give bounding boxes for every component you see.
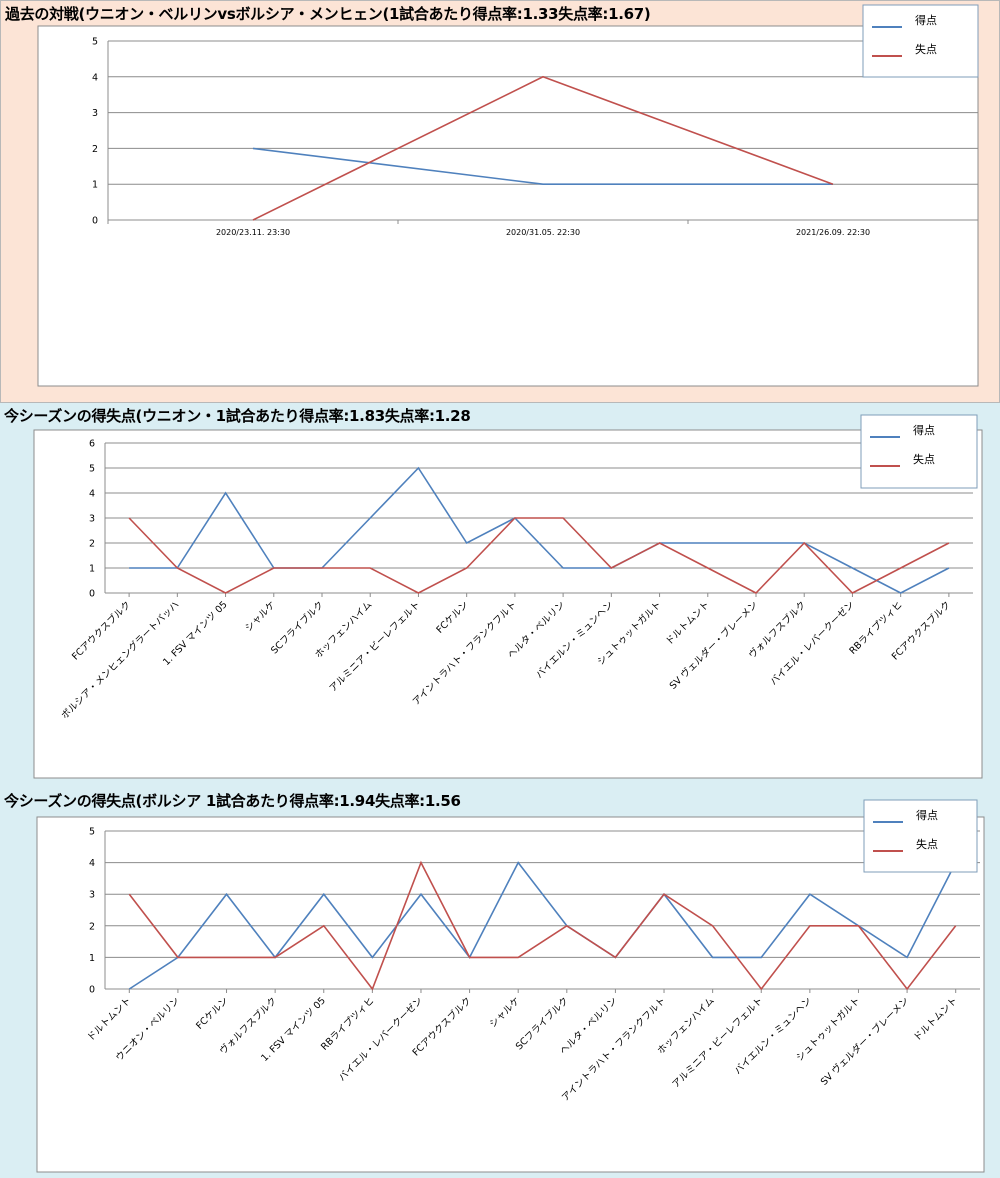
series-line-conceded bbox=[128, 860, 957, 991]
series-line-scored bbox=[129, 466, 950, 594]
legend-box bbox=[863, 799, 978, 873]
y-tick-label: 0 bbox=[89, 985, 95, 996]
x-tick-label: 2020/23.11. 23:30 bbox=[216, 228, 290, 237]
series-line-scored bbox=[128, 861, 957, 990]
legend-scored-label: 得点 bbox=[916, 809, 938, 822]
legend-scored-label: 得点 bbox=[915, 14, 937, 27]
series-line-conceded bbox=[128, 517, 950, 594]
y-tick-label: 3 bbox=[92, 108, 98, 119]
chart-title-gladbach-season: 今シーズンの得失点(ボルシア 1試合あたり得点率:1.94失点率:1.56 bbox=[4, 792, 461, 810]
legend-conceded-label: 失点 bbox=[915, 43, 937, 56]
y-tick-label: 5 bbox=[89, 827, 95, 838]
y-tick-label: 5 bbox=[89, 464, 95, 475]
y-tick-label: 1 bbox=[89, 953, 95, 964]
series-line-conceded bbox=[252, 75, 834, 221]
chart-area bbox=[33, 429, 983, 779]
chart-area bbox=[37, 25, 979, 387]
legend-box bbox=[862, 4, 979, 78]
legend-conceded-label: 失点 bbox=[916, 838, 938, 851]
series-line-scored bbox=[252, 147, 833, 185]
y-tick-label: 0 bbox=[89, 589, 95, 600]
y-tick-label: 1 bbox=[89, 564, 95, 575]
legend-box bbox=[860, 414, 978, 489]
y-tick-label: 5 bbox=[92, 37, 98, 48]
y-tick-label: 6 bbox=[89, 439, 95, 450]
chart-title-union-season: 今シーズンの得失点(ウニオン・1試合あたり得点率:1.83失点率:1.28 bbox=[4, 407, 471, 425]
line-chart-head-to-head: 0 1 2 3 4 5 2020/23.11. 23:30 2020/31.05. 22:30… bbox=[37, 4, 979, 387]
y-tick-label: 2 bbox=[92, 144, 98, 155]
chart-title-head-to-head: 過去の対戦(ウニオン・ベルリンvsボルシア・メンヒェン(1試合あたり得点率:1.… bbox=[5, 5, 651, 23]
chart-panel-union-season: 今シーズンの得失点(ウニオン・1試合あたり得点率:1.83失点率:1.28 0 1… bbox=[0, 403, 1000, 787]
x-tick-label: 2021/26.09. 22:30 bbox=[796, 228, 870, 237]
y-tick-label: 2 bbox=[89, 921, 95, 932]
legend-conceded-label: 失点 bbox=[913, 453, 935, 466]
y-tick-label: 3 bbox=[89, 890, 95, 901]
y-tick-label: 4 bbox=[89, 489, 95, 500]
y-tick-label: 3 bbox=[89, 514, 95, 525]
y-tick-label: 4 bbox=[92, 72, 98, 83]
chart-panel-gladbach-season: 今シーズンの得失点(ボルシア 1試合あたり得点率:1.94失点率:1.56 0 1… bbox=[0, 787, 1000, 1178]
x-tick-label: 2020/31.05. 22:30 bbox=[506, 228, 580, 237]
chart-panel-head-to-head: 過去の対戦(ウニオン・ベルリンvsボルシア・メンヒェン(1試合あたり得点率:1.… bbox=[0, 0, 1000, 403]
y-tick-label: 2 bbox=[89, 539, 95, 550]
legend-scored-label: 得点 bbox=[913, 424, 935, 437]
y-tick-label: 0 bbox=[92, 216, 98, 227]
y-tick-label: 1 bbox=[92, 180, 98, 191]
y-tick-label: 4 bbox=[89, 858, 95, 869]
chart-area bbox=[36, 816, 985, 1173]
